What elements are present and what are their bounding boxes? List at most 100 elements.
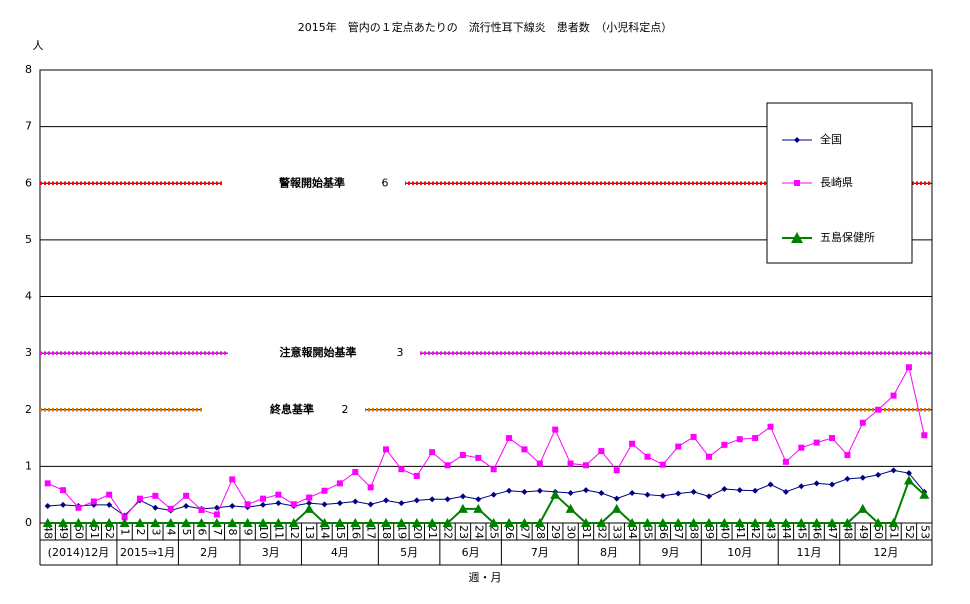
data-point — [690, 433, 697, 440]
data-point — [321, 501, 328, 508]
x-tick-label: 7 — [211, 529, 224, 536]
data-point — [75, 504, 82, 511]
data-point — [536, 487, 543, 494]
data-point — [196, 518, 207, 527]
reference-value: 6 — [382, 176, 389, 189]
data-point — [106, 501, 113, 508]
data-point — [844, 452, 851, 459]
reference-label: 警報開始基準 — [278, 175, 345, 189]
month-label: 7月 — [531, 546, 549, 559]
data-point — [352, 469, 359, 476]
data-point — [598, 489, 605, 496]
data-point — [350, 518, 361, 527]
month-label: 6月 — [462, 546, 480, 559]
data-point — [706, 493, 712, 500]
data-point — [794, 137, 800, 143]
month-label: 3月 — [262, 546, 280, 559]
data-point — [582, 487, 589, 494]
data-point — [827, 518, 838, 527]
month-label: 11月 — [796, 546, 821, 559]
data-point — [398, 500, 405, 507]
data-point — [875, 471, 882, 478]
data-point — [782, 458, 789, 465]
data-point — [244, 501, 251, 508]
data-point — [275, 500, 282, 507]
x-tick-label: 23 — [457, 525, 470, 539]
data-point — [536, 460, 543, 467]
x-tick-label: 29 — [549, 525, 562, 539]
data-point — [42, 518, 53, 527]
x-tick-label: 48 — [841, 525, 854, 539]
data-point — [829, 435, 836, 442]
data-point — [750, 518, 761, 527]
x-tick-label: 48 — [42, 525, 55, 539]
data-point — [334, 518, 345, 527]
data-point — [521, 446, 528, 453]
x-tick-label: 4 — [165, 529, 178, 536]
data-point — [813, 439, 820, 446]
data-point — [919, 489, 930, 499]
data-point — [213, 504, 220, 511]
month-label: (2014)12月 — [48, 546, 110, 559]
data-point — [152, 492, 159, 499]
label-background — [202, 399, 365, 420]
data-point — [106, 491, 113, 498]
data-point — [242, 518, 253, 527]
data-point — [767, 423, 774, 430]
data-point — [383, 497, 390, 504]
legend-label: 五島保健所 — [820, 230, 875, 244]
data-point — [398, 466, 405, 473]
data-point — [504, 518, 515, 527]
x-tick-label: 19 — [395, 525, 408, 539]
data-point — [429, 449, 436, 456]
data-point — [780, 518, 791, 527]
reference-label: 終息基準 — [270, 402, 314, 416]
data-point — [706, 453, 712, 460]
data-point — [152, 504, 159, 511]
x-tick-label: 28 — [534, 525, 547, 539]
month-label: 2月 — [200, 546, 218, 559]
data-point — [319, 518, 330, 527]
x-axis-title: 週・月 — [469, 571, 502, 584]
month-label: 10月 — [727, 546, 752, 559]
data-point — [675, 490, 682, 497]
data-point — [165, 518, 176, 527]
data-point — [167, 505, 174, 512]
data-point — [411, 518, 422, 527]
reference-value: 3 — [397, 346, 404, 359]
data-point — [365, 518, 376, 527]
x-tick-label: 9 — [242, 529, 255, 536]
data-point — [459, 452, 466, 459]
data-point — [765, 518, 776, 527]
x-tick-label: 6 — [195, 529, 208, 536]
x-tick-label: 2 — [134, 529, 147, 536]
data-point — [794, 180, 800, 186]
data-point — [596, 518, 607, 527]
series-line — [47, 365, 925, 519]
data-point — [211, 518, 222, 527]
data-point — [506, 435, 513, 442]
y-tick-label: 5 — [25, 233, 32, 246]
y-tick-label: 3 — [25, 346, 32, 359]
label-background — [228, 343, 420, 364]
month-label: 2015⇒1月 — [120, 546, 175, 559]
x-tick-label: 1 — [119, 529, 132, 536]
data-point — [629, 489, 636, 496]
data-point — [444, 496, 451, 503]
data-point — [688, 518, 699, 527]
data-point — [673, 518, 684, 527]
data-point — [429, 496, 436, 503]
x-tick-label: 38 — [688, 525, 701, 539]
label-background — [222, 173, 405, 194]
x-tick-label: 49 — [857, 525, 870, 539]
x-tick-label: 49 — [57, 525, 70, 539]
month-label: 4月 — [331, 546, 349, 559]
data-point — [644, 491, 651, 498]
x-tick-label: 52 — [103, 525, 116, 539]
data-point — [752, 487, 759, 494]
x-tick-label: 13 — [303, 525, 316, 539]
month-label: 12月 — [873, 546, 898, 559]
data-point — [552, 426, 559, 433]
data-point — [58, 518, 69, 527]
data-point — [506, 487, 513, 494]
